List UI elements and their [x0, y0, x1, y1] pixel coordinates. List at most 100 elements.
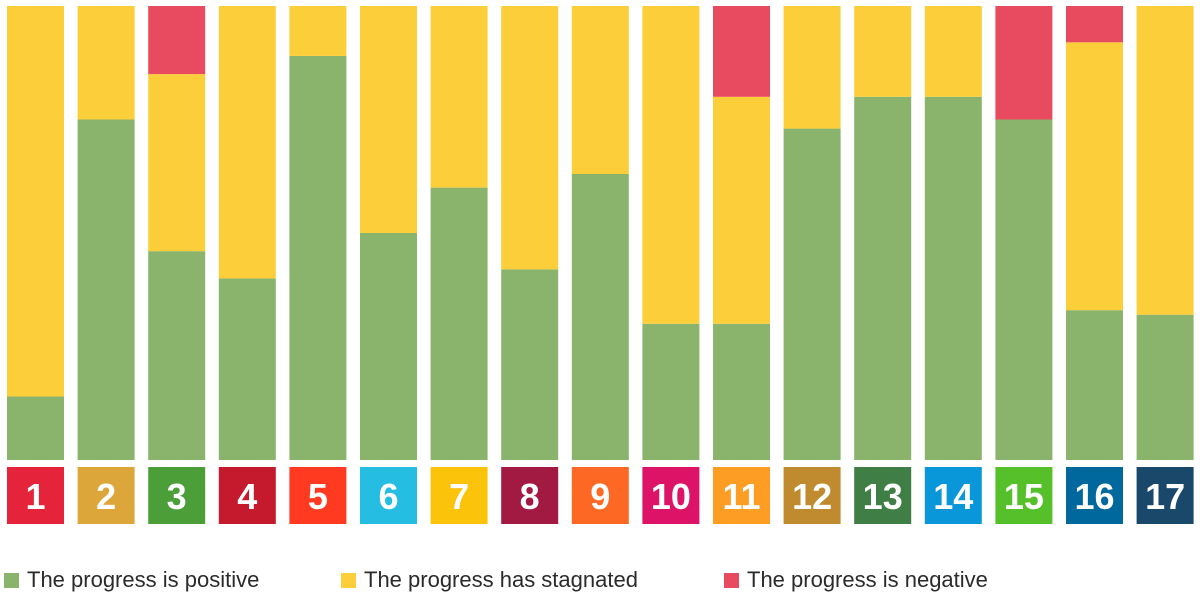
goal-number-4: 4 — [237, 476, 257, 517]
goal-number-11: 11 — [722, 476, 760, 517]
bar-segment-positive-goal-4 — [218, 278, 276, 460]
bar-segment-positive-goal-5 — [289, 55, 347, 460]
goal-tile-bg-7 — [430, 467, 488, 524]
goal-tile-bg-16 — [1066, 467, 1123, 524]
goal-tile-8: 8 — [501, 467, 559, 524]
bar-segment-positive-goal-7 — [430, 187, 488, 460]
bar-segment-positive-goal-16 — [1066, 310, 1123, 460]
bar-segment-positive-goal-9 — [571, 173, 629, 461]
goal-number-1: 1 — [25, 476, 45, 517]
goal-tile-bg-13 — [854, 467, 912, 524]
bar-segment-positive-goal-11 — [713, 323, 770, 460]
goal-number-8: 8 — [520, 476, 540, 517]
bar-segment-stagnated-goal-14 — [924, 6, 982, 97]
goal-number-6: 6 — [378, 476, 398, 517]
goal-tile-bg-10 — [642, 467, 700, 524]
goal-number-10: 10 — [651, 476, 691, 517]
goal-tile-3: 3 — [148, 467, 206, 524]
goal-labels-group: 1 2 3 4 5 6 7 8 9 10 11 12 13 14 15 16 17 — [7, 467, 1194, 524]
goal-tile-bg-5 — [289, 467, 347, 524]
bar-segment-stagnated-goal-1 — [7, 6, 64, 397]
goal-number-7: 7 — [449, 476, 469, 517]
goal-tile-bg-1 — [7, 467, 64, 524]
bar-segment-stagnated-goal-13 — [854, 6, 912, 97]
goal-tile-14: 14 — [924, 467, 982, 524]
bar-segment-stagnated-goal-7 — [430, 6, 488, 188]
goal-tile-5: 5 — [289, 467, 347, 524]
goal-tile-15: 15 — [995, 467, 1053, 524]
goal-number-5: 5 — [308, 476, 328, 517]
bar-segment-positive-goal-15 — [995, 119, 1053, 460]
goal-number-14: 14 — [933, 476, 973, 517]
legend-item-stagnated: The progress has stagnated — [341, 562, 638, 598]
goal-tile-1: 1 — [7, 467, 64, 524]
bars-group — [7, 6, 1194, 461]
bar-segment-negative-goal-15 — [995, 6, 1053, 120]
goal-tile-bg-12 — [783, 467, 841, 524]
legend-label-positive: The progress is positive — [27, 567, 260, 592]
legend: The progress is positive The progress ha… — [0, 562, 1200, 598]
bar-segment-stagnated-goal-17 — [1136, 6, 1194, 315]
goal-tile-bg-15 — [995, 467, 1053, 524]
goal-tile-bg-11 — [713, 467, 770, 524]
goal-number-17: 17 — [1145, 476, 1185, 517]
goal-number-13: 13 — [863, 476, 903, 517]
goal-tile-7: 7 — [430, 467, 488, 524]
goal-tile-10: 10 — [642, 467, 700, 524]
goal-tile-bg-4 — [218, 467, 276, 524]
bar-segment-stagnated-goal-16 — [1066, 42, 1123, 311]
bar-segment-positive-goal-10 — [642, 323, 700, 460]
bar-segment-positive-goal-2 — [77, 119, 135, 460]
legend-label-stagnated: The progress has stagnated — [364, 567, 638, 592]
goal-number-16: 16 — [1074, 476, 1114, 517]
bar-segment-positive-goal-3 — [148, 251, 206, 460]
legend-swatch-positive — [4, 572, 19, 588]
goal-tile-bg-3 — [148, 467, 206, 524]
bar-segment-negative-goal-3 — [148, 6, 206, 75]
legend-swatch-stagnated — [341, 572, 356, 588]
goal-tile-9: 9 — [571, 467, 629, 524]
bar-segment-stagnated-goal-3 — [148, 74, 206, 252]
legend-item-positive: The progress is positive — [4, 562, 259, 598]
legend-swatch-negative — [724, 572, 739, 588]
bar-segment-stagnated-goal-2 — [77, 6, 135, 120]
goal-tile-12: 12 — [783, 467, 841, 524]
goal-number-3: 3 — [167, 476, 187, 517]
goal-number-12: 12 — [792, 476, 832, 517]
goal-tile-6: 6 — [360, 467, 417, 524]
bar-segment-positive-goal-13 — [854, 96, 912, 461]
goal-number-9: 9 — [590, 476, 610, 517]
goal-tile-4: 4 — [218, 467, 276, 524]
stacked-bar-chart: 1 2 3 4 5 6 7 8 9 10 11 12 13 14 15 16 17 — [7, 6, 1194, 524]
bar-segment-stagnated-goal-11 — [713, 96, 770, 324]
bar-segment-positive-goal-6 — [360, 233, 417, 460]
bar-segment-stagnated-goal-9 — [571, 6, 629, 174]
goal-number-15: 15 — [1004, 476, 1044, 517]
goal-tile-2: 2 — [77, 467, 135, 524]
goal-tile-bg-8 — [501, 467, 559, 524]
goal-tile-16: 16 — [1066, 467, 1123, 524]
bar-segment-stagnated-goal-4 — [218, 6, 276, 279]
bar-segment-positive-goal-17 — [1136, 314, 1194, 460]
bar-segment-positive-goal-12 — [783, 128, 841, 460]
bar-segment-positive-goal-14 — [924, 96, 982, 461]
goal-tile-13: 13 — [854, 467, 912, 524]
legend-label-negative: The progress is negative — [747, 567, 988, 592]
bar-segment-positive-goal-8 — [501, 269, 559, 460]
goal-tile-bg-2 — [77, 467, 135, 524]
bar-segment-stagnated-goal-6 — [360, 6, 417, 233]
goal-tile-bg-9 — [571, 467, 629, 524]
goal-tile-bg-17 — [1136, 467, 1194, 524]
bar-segment-stagnated-goal-5 — [289, 6, 347, 56]
goal-tile-bg-6 — [360, 467, 417, 524]
goal-tile-17: 17 — [1136, 467, 1194, 524]
goal-number-2: 2 — [96, 476, 116, 517]
bar-segment-stagnated-goal-8 — [501, 6, 559, 270]
legend-item-negative: The progress is negative — [724, 562, 988, 598]
bar-segment-stagnated-goal-10 — [642, 6, 700, 324]
bar-segment-positive-goal-1 — [7, 396, 64, 460]
bar-segment-stagnated-goal-12 — [783, 6, 841, 129]
bar-segment-negative-goal-11 — [713, 6, 770, 97]
bar-segment-negative-goal-16 — [1066, 6, 1123, 43]
goal-tile-bg-14 — [924, 467, 982, 524]
